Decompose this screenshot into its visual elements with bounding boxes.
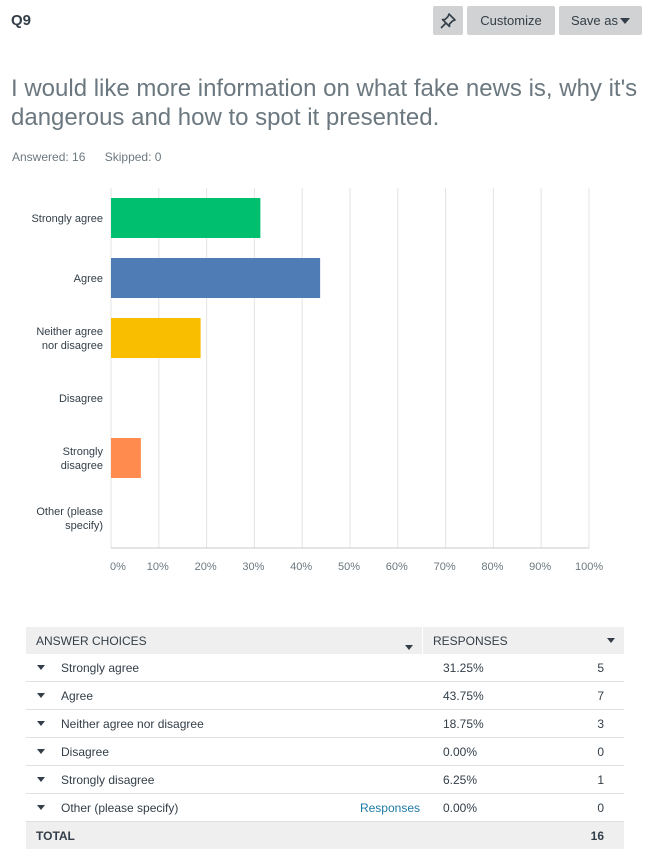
answer-choices-label: ANSWER CHOICES (36, 633, 147, 648)
category-label: disagree (61, 460, 103, 472)
response-percent: 43.75% (443, 688, 484, 703)
expand-caret-icon[interactable] (37, 665, 45, 670)
answer-choices-header[interactable]: ANSWER CHOICES (26, 633, 422, 650)
response-count: 3 (597, 716, 604, 731)
table-row: Disagree 0.00% 0 (26, 738, 624, 766)
x-tick-label: 40% (290, 561, 312, 573)
chevron-down-icon (619, 17, 630, 24)
x-tick-label: 20% (195, 561, 217, 573)
answer-table: ANSWER CHOICES RESPONSES Strongly agree 3… (26, 627, 624, 849)
save-as-button[interactable]: Save as (559, 6, 642, 35)
response-count: 0 (597, 744, 604, 759)
x-tick-label: 100% (575, 561, 603, 573)
response-count: 7 (597, 688, 604, 703)
expand-caret-icon[interactable] (37, 721, 45, 726)
pin-button[interactable] (433, 6, 463, 35)
x-tick-label: 60% (386, 561, 408, 573)
total-row: TOTAL 16 (26, 822, 624, 849)
x-tick-label: 0% (110, 561, 126, 573)
category-label: nor disagree (42, 340, 103, 352)
skipped-count: Skipped: 0 (104, 150, 162, 164)
choice-label: Strongly agree (61, 660, 140, 675)
bar (111, 318, 201, 358)
total-count: 16 (590, 828, 604, 843)
choice-label: Disagree (61, 744, 110, 759)
expand-caret-icon[interactable] (37, 805, 45, 810)
choice-label: Strongly disagree (61, 772, 155, 787)
table-row: Agree 43.75% 7 (26, 682, 624, 710)
question-number: Q9 (11, 12, 32, 29)
expand-caret-icon[interactable] (37, 693, 45, 698)
category-label: Other (please (36, 506, 103, 518)
table-row: Other (please specify) Responses 0.00% 0 (26, 794, 624, 822)
answered-count: Answered: 16 (12, 150, 86, 164)
category-label: Agree (74, 273, 103, 285)
sort-caret-icon (405, 644, 413, 650)
table-row: Neither agree nor disagree 18.75% 3 (26, 710, 624, 738)
sort-caret-icon (607, 638, 615, 643)
question-title: I would like more information on what fa… (11, 75, 638, 131)
bar (111, 258, 321, 298)
response-percent: 6.25% (443, 772, 478, 787)
category-label: Disagree (59, 393, 103, 405)
response-percent: 31.25% (443, 660, 484, 675)
x-tick-label: 90% (529, 561, 551, 573)
choice-label: Agree (61, 688, 94, 703)
response-count: 5 (597, 660, 604, 675)
response-percent: 18.75% (443, 716, 484, 731)
customize-button[interactable]: Customize (467, 6, 555, 35)
category-label: Strongly agree (31, 213, 103, 225)
responses-label: RESPONSES (433, 633, 508, 648)
choice-label: Neither agree nor disagree (61, 716, 204, 731)
bar (111, 438, 141, 478)
response-count: 0 (597, 800, 604, 815)
category-label: Strongly (63, 446, 104, 458)
category-label: Neither agree (36, 326, 103, 338)
table-row: Strongly agree 31.25% 5 (26, 654, 624, 682)
responses-link[interactable]: Responses (359, 800, 420, 815)
choice-label: Other (please specify) (61, 800, 179, 815)
response-count: 1 (597, 772, 604, 787)
response-stats: Answered: 16 Skipped: 0 (12, 150, 177, 164)
x-tick-label: 30% (242, 561, 264, 573)
responses-header[interactable]: RESPONSES (422, 627, 624, 654)
pin-icon (440, 12, 456, 29)
total-label: TOTAL (36, 828, 75, 843)
table-header: ANSWER CHOICES RESPONSES (26, 627, 624, 654)
response-percent: 0.00% (443, 744, 478, 759)
save-as-label: Save as (571, 13, 618, 28)
table-row: Strongly disagree 6.25% 1 (26, 766, 624, 794)
bar (111, 198, 261, 238)
x-tick-label: 80% (481, 561, 503, 573)
x-tick-label: 10% (147, 561, 169, 573)
response-percent: 0.00% (443, 800, 478, 815)
category-label: specify) (65, 520, 103, 532)
expand-caret-icon[interactable] (37, 777, 45, 782)
expand-caret-icon[interactable] (37, 749, 45, 754)
x-tick-label: 70% (434, 561, 456, 573)
x-tick-label: 50% (338, 561, 360, 573)
bar-chart: 0% 10% 20% 30% 40% 50% 60% 70% 80% 90% 100% Strongl… (31, 188, 603, 573)
